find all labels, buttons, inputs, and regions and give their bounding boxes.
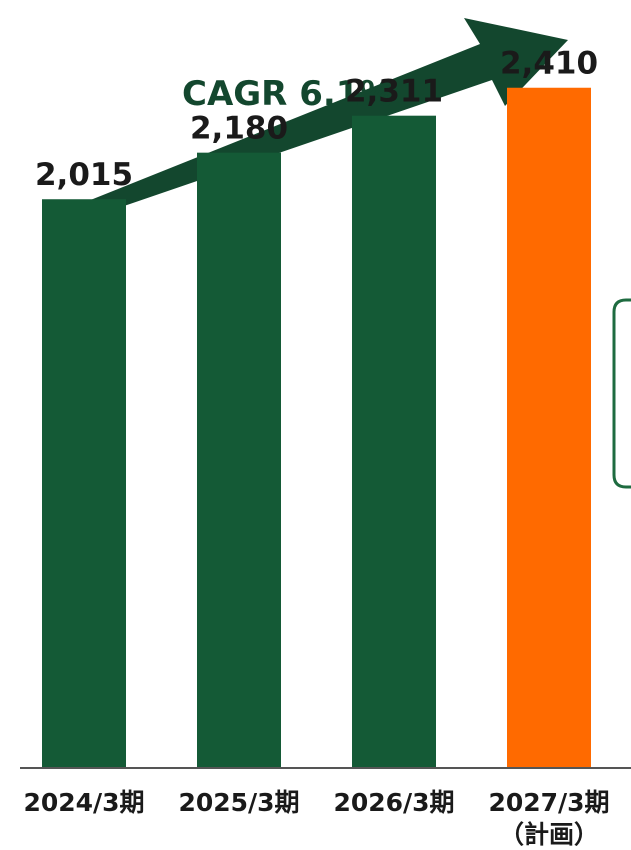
- bar-1: [197, 152, 281, 768]
- bar-value-label-1: 2,180: [190, 111, 288, 147]
- x-tick-label-3: 2027/3期: [488, 788, 609, 817]
- cagr-trend-arrow-icon: [78, 18, 568, 220]
- bar-value-label-3: 2,410: [500, 46, 598, 82]
- x-axis-ticks: 2024/3期 2025/3期 2026/3期 2027/3期 （計画）: [23, 788, 609, 849]
- x-tick-sublabel-3: （計画）: [499, 820, 599, 849]
- bar-2: [352, 115, 436, 768]
- x-tick-label-0: 2024/3期: [23, 788, 144, 817]
- cagr-label: CAGR 6.1%: [182, 74, 394, 114]
- bar-value-label-2: 2,311: [345, 74, 443, 110]
- bar-value-label-0: 2,015: [35, 157, 133, 193]
- x-tick-label-2: 2026/3期: [333, 788, 454, 817]
- bar-3: [507, 87, 591, 768]
- value-labels-group: 2,015 2,180 2,311 2,410: [35, 46, 598, 193]
- bar-0: [42, 199, 126, 768]
- x-tick-label-1: 2025/3期: [178, 788, 299, 817]
- bars-group: [42, 87, 591, 768]
- callout-box-edge: [612, 298, 631, 489]
